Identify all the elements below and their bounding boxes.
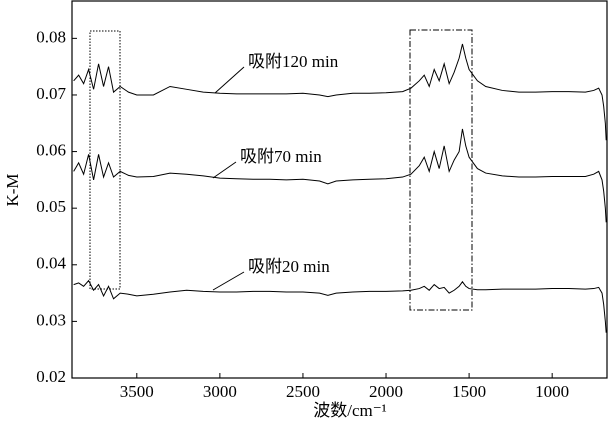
y-tick-label: 0.05	[36, 197, 66, 216]
series-label: 吸附120 min	[248, 52, 339, 71]
x-tick-label: 2500	[286, 382, 320, 401]
y-tick-label: 0.07	[36, 84, 66, 103]
x-tick-label: 3500	[120, 382, 154, 401]
series-label: 吸附70 min	[240, 147, 322, 166]
region-box	[409, 29, 473, 311]
series-line	[73, 128, 607, 223]
x-tick-label: 1500	[452, 382, 486, 401]
y-tick-label: 0.03	[36, 310, 66, 329]
label-leader	[212, 161, 237, 179]
y-axis-label: K-M	[3, 173, 22, 206]
region-box	[89, 30, 121, 290]
x-tick-label: 3000	[203, 382, 237, 401]
y-tick-label: 0.02	[36, 367, 66, 386]
y-tick-label: 0.08	[36, 27, 66, 46]
label-leader	[214, 66, 245, 94]
y-tick-label: 0.04	[36, 254, 66, 273]
label-leader	[212, 271, 245, 291]
series-line	[73, 43, 607, 141]
y-tick-label: 0.06	[36, 140, 66, 159]
series-line	[73, 279, 607, 333]
series-label: 吸附20 min	[248, 257, 330, 276]
x-tick-label: 1000	[535, 382, 569, 401]
plot-frame	[71, 0, 608, 379]
x-tick-label: 2000	[369, 382, 403, 401]
x-axis-label: 波数/cm⁻¹	[313, 401, 387, 420]
